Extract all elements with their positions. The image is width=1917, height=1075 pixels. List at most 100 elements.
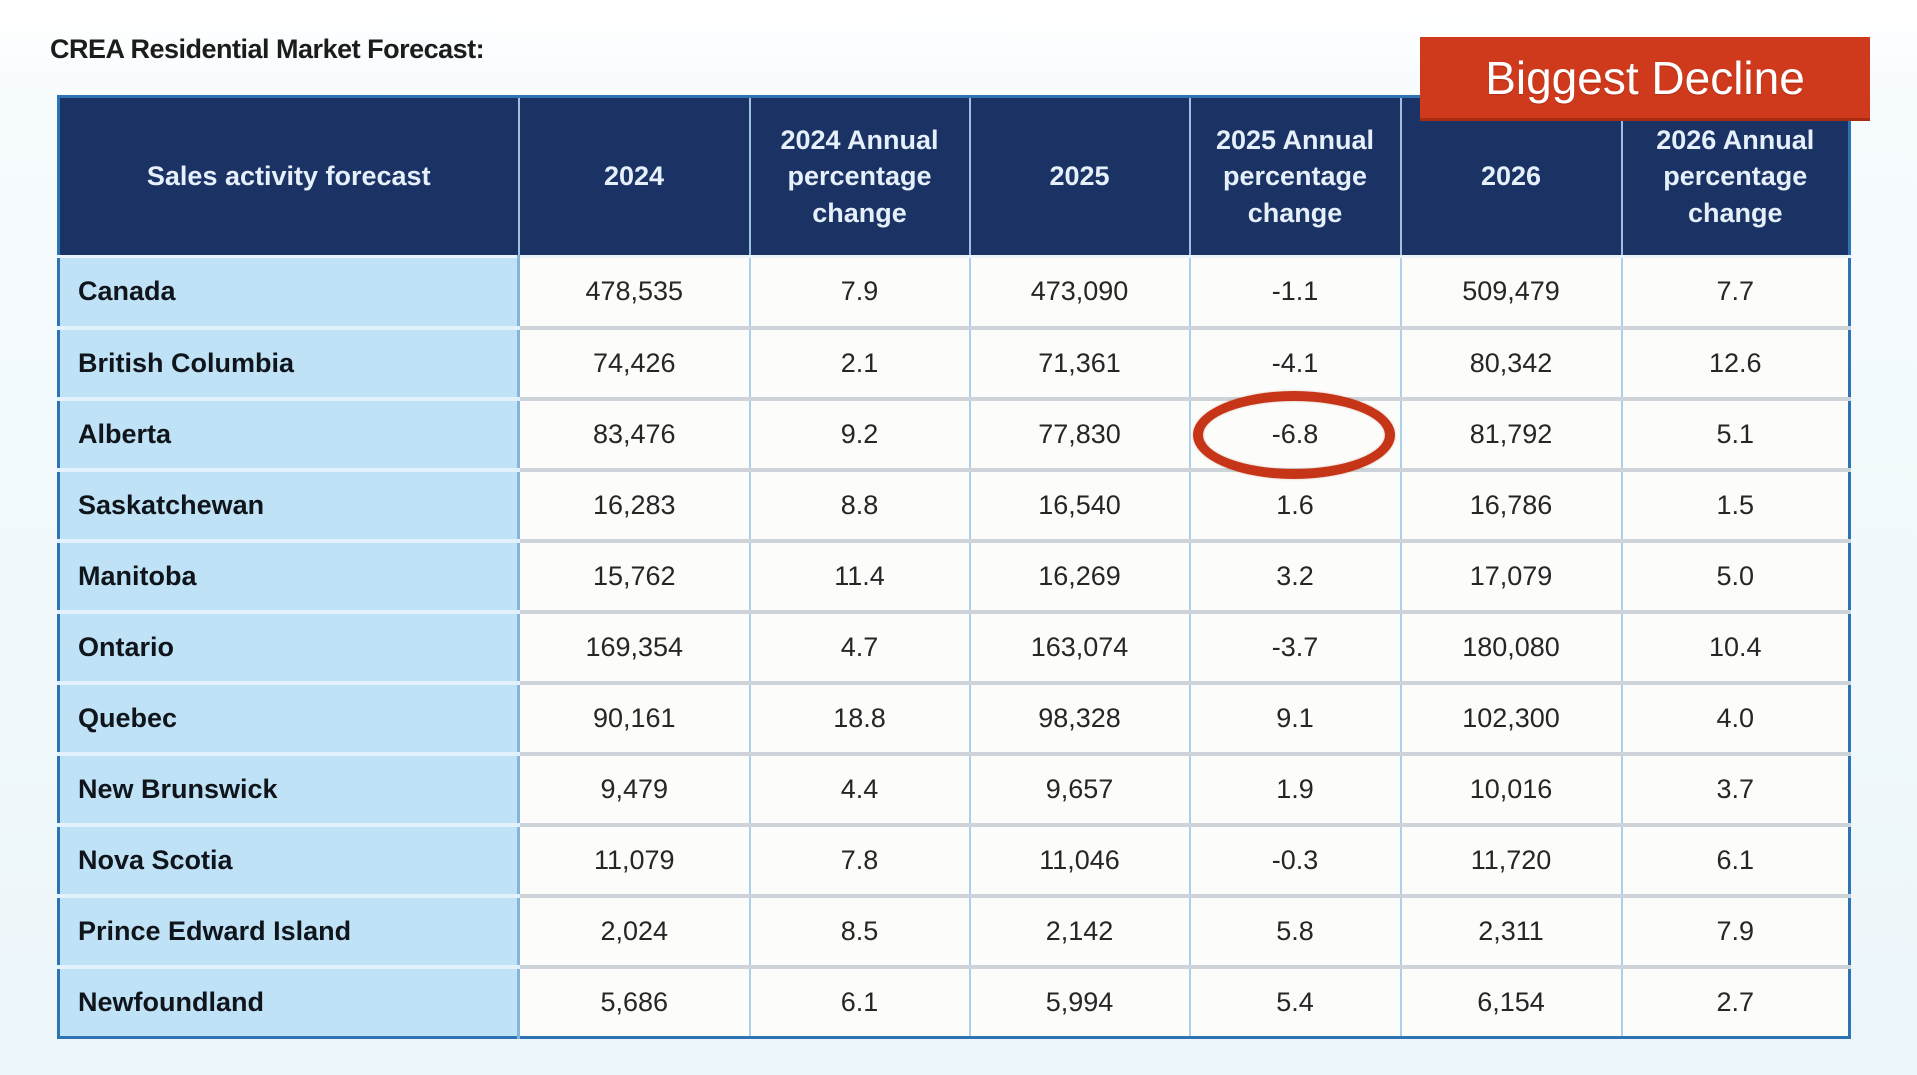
column-header-2025-annual-percentage-change: 2025 Annual percentage change <box>1188 95 1402 258</box>
region-label: Manitoba <box>58 538 520 612</box>
value-cell: 7.7 <box>1620 255 1850 328</box>
table-row-ontario: Ontario 169,354 4.7 163,074 -3.7 180,080 10.4 <box>58 609 1850 683</box>
value-cell: 71,361 <box>968 325 1190 399</box>
value-cell: 16,540 <box>968 467 1190 541</box>
value-cell: 11.4 <box>748 538 970 612</box>
value-cell: 2.7 <box>1620 964 1850 1038</box>
value-cell: 5.1 <box>1620 396 1850 470</box>
value-cell: 473,090 <box>968 255 1190 328</box>
value-cell: 5.4 <box>1188 964 1401 1038</box>
region-label: British Columbia <box>58 325 520 399</box>
value-cell: 11,046 <box>968 822 1190 896</box>
forecast-table: Sales activity forecast 2024 2024 Annual p… <box>57 95 1851 1039</box>
value-cell: 10,016 <box>1399 751 1622 825</box>
column-header-2025: 2025 <box>968 95 1191 258</box>
value-cell: 8.8 <box>748 467 970 541</box>
value-cell: 5,994 <box>968 964 1190 1038</box>
value-cell: 2,311 <box>1399 893 1622 967</box>
value-cell: 74,426 <box>517 325 750 399</box>
column-header-2026: 2026 <box>1399 95 1623 258</box>
value-cell: -4.1 <box>1188 325 1401 399</box>
value-cell: 16,283 <box>517 467 750 541</box>
table-row-quebec: Quebec 90,161 18.8 98,328 9.1 102,300 4.0 <box>58 680 1850 754</box>
value-cell: -1.1 <box>1188 255 1401 328</box>
value-cell: 4.7 <box>748 609 970 683</box>
column-header-2024: 2024 <box>517 95 751 258</box>
biggest-decline-banner: Biggest Decline <box>1420 37 1870 121</box>
table-row-nova-scotia: Nova Scotia 11,079 7.8 11,046 -0.3 11,720 6.1 <box>58 822 1850 896</box>
value-cell: 9.2 <box>748 396 970 470</box>
highlight-circle <box>1193 391 1395 479</box>
table-row-manitoba: Manitoba 15,762 11.4 16,269 3.2 17,079 5.0 <box>58 538 1850 612</box>
column-header-sales-activity-forecast: Sales activity forecast <box>58 95 520 258</box>
value-cell: 2,024 <box>517 893 750 967</box>
value-cell: 6.1 <box>1620 822 1850 896</box>
value-cell: 81,792 <box>1399 396 1622 470</box>
value-cell: 3.7 <box>1620 751 1850 825</box>
value-cell: 163,074 <box>968 609 1190 683</box>
region-label: Nova Scotia <box>58 822 520 896</box>
table-row-canada: Canada 478,535 7.9 473,090 -1.1 509,479 7.7 <box>58 255 1850 328</box>
region-label: Prince Edward Island <box>58 893 520 967</box>
value-cell: 9.1 <box>1188 680 1401 754</box>
column-header-2026-annual-percentage-change: 2026 Annual percentage change <box>1620 95 1851 258</box>
value-cell: 83,476 <box>517 396 750 470</box>
value-cell: 509,479 <box>1399 255 1622 328</box>
value-cell: 8.5 <box>748 893 970 967</box>
region-label: Alberta <box>58 396 520 470</box>
value-cell: 11,720 <box>1399 822 1622 896</box>
table-row-alberta: Alberta 83,476 9.2 77,830 -6.8 81,792 5.1 <box>58 396 1850 470</box>
value-cell: 17,079 <box>1399 538 1622 612</box>
value-cell: 2.1 <box>748 325 970 399</box>
region-label: Saskatchewan <box>58 467 520 541</box>
value-cell: 90,161 <box>517 680 750 754</box>
value-cell: 5.8 <box>1188 893 1401 967</box>
value-cell: 6.1 <box>748 964 970 1038</box>
value-cell: 77,830 <box>968 396 1190 470</box>
value-cell: 180,080 <box>1399 609 1622 683</box>
region-label: Canada <box>58 255 520 328</box>
value-cell: 15,762 <box>517 538 750 612</box>
value-cell: 169,354 <box>517 609 750 683</box>
value-cell: 1.9 <box>1188 751 1401 825</box>
value-cell: 16,269 <box>968 538 1190 612</box>
value-cell: 478,535 <box>517 255 750 328</box>
value-cell: 102,300 <box>1399 680 1622 754</box>
forecast-table-body: Canada 478,535 7.9 473,090 -1.1 509,479 7.7 Bri… <box>58 255 1850 1038</box>
value-cell: 10.4 <box>1620 609 1850 683</box>
value-cell: 1.5 <box>1620 467 1850 541</box>
value-cell: 5,686 <box>517 964 750 1038</box>
value-cell: 9,657 <box>968 751 1190 825</box>
column-header-2024-annual-percentage-change: 2024 Annual percentage change <box>748 95 971 258</box>
value-cell: 3.2 <box>1188 538 1401 612</box>
table-row-newfoundland: Newfoundland 5,686 6.1 5,994 5.4 6,154 2.7 <box>58 964 1850 1038</box>
table-row-prince-edward-island: Prince Edward Island 2,024 8.5 2,142 5.8 2,31… <box>58 893 1850 967</box>
region-label: New Brunswick <box>58 751 520 825</box>
value-cell: 9,479 <box>517 751 750 825</box>
header-row: Sales activity forecast 2024 2024 Annual p… <box>58 95 1851 258</box>
value-cell: 7.8 <box>748 822 970 896</box>
table-row-british-columbia: British Columbia 74,426 2.1 71,361 -4.1 80,34… <box>58 325 1850 399</box>
value-cell: 4.0 <box>1620 680 1850 754</box>
value-cell: 12.6 <box>1620 325 1850 399</box>
value-cell: 2,142 <box>968 893 1190 967</box>
table-row-saskatchewan: Saskatchewan 16,283 8.8 16,540 1.6 16,786 1.5 <box>58 467 1850 541</box>
region-label: Ontario <box>58 609 520 683</box>
value-cell: -3.7 <box>1188 609 1401 683</box>
value-cell: 5.0 <box>1620 538 1850 612</box>
value-cell: 16,786 <box>1399 467 1622 541</box>
value-cell: 80,342 <box>1399 325 1622 399</box>
value-cell: 1.6 <box>1188 467 1401 541</box>
value-cell: 18.8 <box>748 680 970 754</box>
page-title: CREA Residential Market Forecast: <box>50 34 485 64</box>
value-cell: 7.9 <box>1620 893 1850 967</box>
value-cell: -0.3 <box>1188 822 1401 896</box>
value-cell: 4.4 <box>748 751 970 825</box>
region-label: Quebec <box>58 680 520 754</box>
table-row-new-brunswick: New Brunswick 9,479 4.4 9,657 1.9 10,016 3.7 <box>58 751 1850 825</box>
value-cell: 6,154 <box>1399 964 1622 1038</box>
value-cell: 11,079 <box>517 822 750 896</box>
value-cell: 98,328 <box>968 680 1190 754</box>
region-label: Newfoundland <box>58 964 520 1038</box>
